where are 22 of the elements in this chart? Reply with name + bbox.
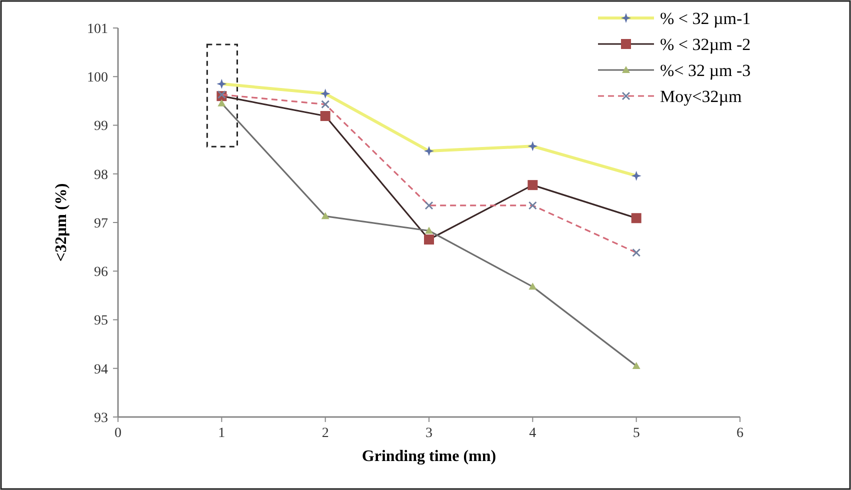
legend-label: Moy<32µm (660, 86, 742, 106)
x-tick-label: 6 (736, 426, 744, 441)
y-tick-label: 95 (94, 314, 108, 329)
legend-label: % < 32µm -2 (660, 34, 751, 54)
x-tick-label: 3 (426, 426, 432, 441)
x-axis-title: Grinding time (mn) (362, 448, 496, 465)
x-tick-label: 4 (529, 426, 536, 441)
x-tick-label: 5 (632, 426, 640, 441)
x-tick-label: 1 (218, 426, 226, 441)
y-tick-label: 98 (94, 168, 108, 183)
y-tick-label: 100 (87, 70, 108, 86)
x-tick-label: 0 (114, 426, 122, 441)
y-tick-label: 97 (94, 216, 108, 232)
y-tick-label: 94 (94, 362, 108, 378)
legend-label: %< 32 µm -3 (660, 60, 751, 80)
y-tick-label: 101 (87, 22, 108, 37)
y-tick-label: 93 (94, 410, 108, 426)
y-axis-title: <32µm (%) (53, 183, 70, 262)
x-tick-label: 2 (322, 426, 329, 441)
y-tick-label: 99 (94, 119, 108, 134)
y-tick-label: 96 (94, 265, 108, 280)
legend-label: % < 32 µm-1 (660, 8, 751, 28)
